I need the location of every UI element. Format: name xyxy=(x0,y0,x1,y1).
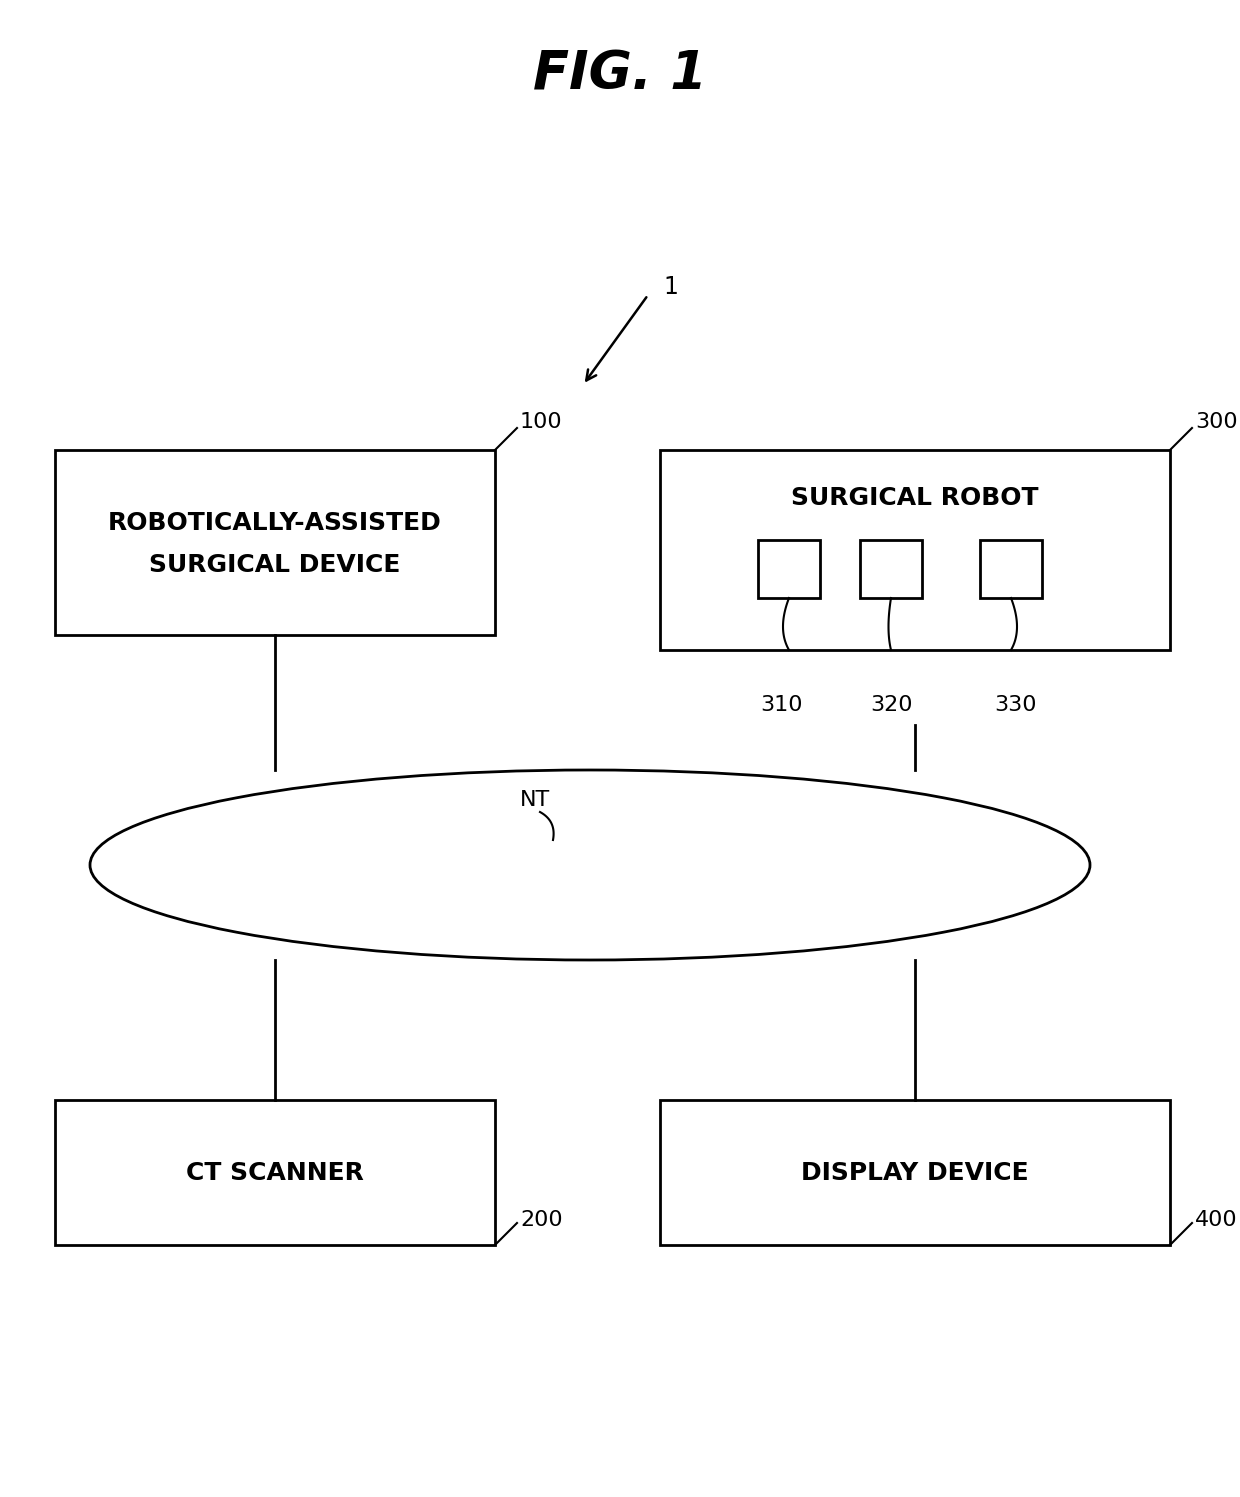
Bar xyxy=(861,540,923,597)
Text: NT: NT xyxy=(520,790,551,810)
Text: 320: 320 xyxy=(869,695,913,716)
Text: 100: 100 xyxy=(520,412,563,433)
Text: 310: 310 xyxy=(760,695,802,716)
Text: SURGICAL ROBOT: SURGICAL ROBOT xyxy=(791,487,1039,510)
Bar xyxy=(758,540,820,597)
Text: 1: 1 xyxy=(663,275,678,299)
Text: 400: 400 xyxy=(1195,1210,1238,1231)
Text: 300: 300 xyxy=(1195,412,1238,433)
Text: CT SCANNER: CT SCANNER xyxy=(186,1160,363,1184)
Bar xyxy=(660,451,1171,650)
Text: SURGICAL DEVICE: SURGICAL DEVICE xyxy=(149,552,401,576)
Text: ROBOTICALLY-ASSISTED: ROBOTICALLY-ASSISTED xyxy=(108,510,441,534)
Bar xyxy=(55,451,495,635)
Text: 330: 330 xyxy=(994,695,1037,716)
Bar xyxy=(980,540,1042,597)
Text: FIG. 1: FIG. 1 xyxy=(533,49,707,100)
Bar xyxy=(55,1100,495,1246)
Text: 200: 200 xyxy=(520,1210,563,1231)
Bar xyxy=(660,1100,1171,1246)
Text: DISPLAY DEVICE: DISPLAY DEVICE xyxy=(801,1160,1029,1184)
Ellipse shape xyxy=(91,769,1090,960)
